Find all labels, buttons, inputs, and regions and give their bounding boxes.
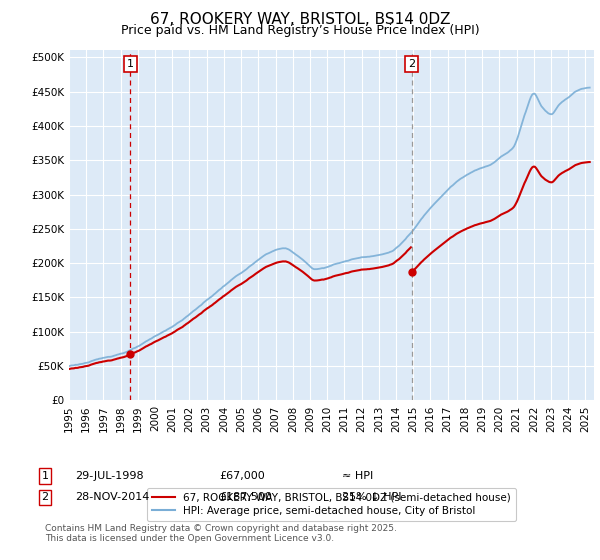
Text: 2: 2 xyxy=(41,492,49,502)
Text: 67, ROOKERY WAY, BRISTOL, BS14 0DZ: 67, ROOKERY WAY, BRISTOL, BS14 0DZ xyxy=(150,12,450,27)
Text: ≈ HPI: ≈ HPI xyxy=(342,471,373,481)
Text: 29-JUL-1998: 29-JUL-1998 xyxy=(75,471,143,481)
Text: £187,500: £187,500 xyxy=(219,492,272,502)
Text: Price paid vs. HM Land Registry’s House Price Index (HPI): Price paid vs. HM Land Registry’s House … xyxy=(121,24,479,36)
Text: 2: 2 xyxy=(408,59,415,69)
Text: £67,000: £67,000 xyxy=(219,471,265,481)
Text: 25% ↓ HPI: 25% ↓ HPI xyxy=(342,492,401,502)
Text: 1: 1 xyxy=(41,471,49,481)
Text: 28-NOV-2014: 28-NOV-2014 xyxy=(75,492,149,502)
Text: 1: 1 xyxy=(127,59,134,69)
Legend: 67, ROOKERY WAY, BRISTOL, BS14 0DZ (semi-detached house), HPI: Average price, se: 67, ROOKERY WAY, BRISTOL, BS14 0DZ (semi… xyxy=(147,488,516,521)
Text: Contains HM Land Registry data © Crown copyright and database right 2025.
This d: Contains HM Land Registry data © Crown c… xyxy=(45,524,397,543)
